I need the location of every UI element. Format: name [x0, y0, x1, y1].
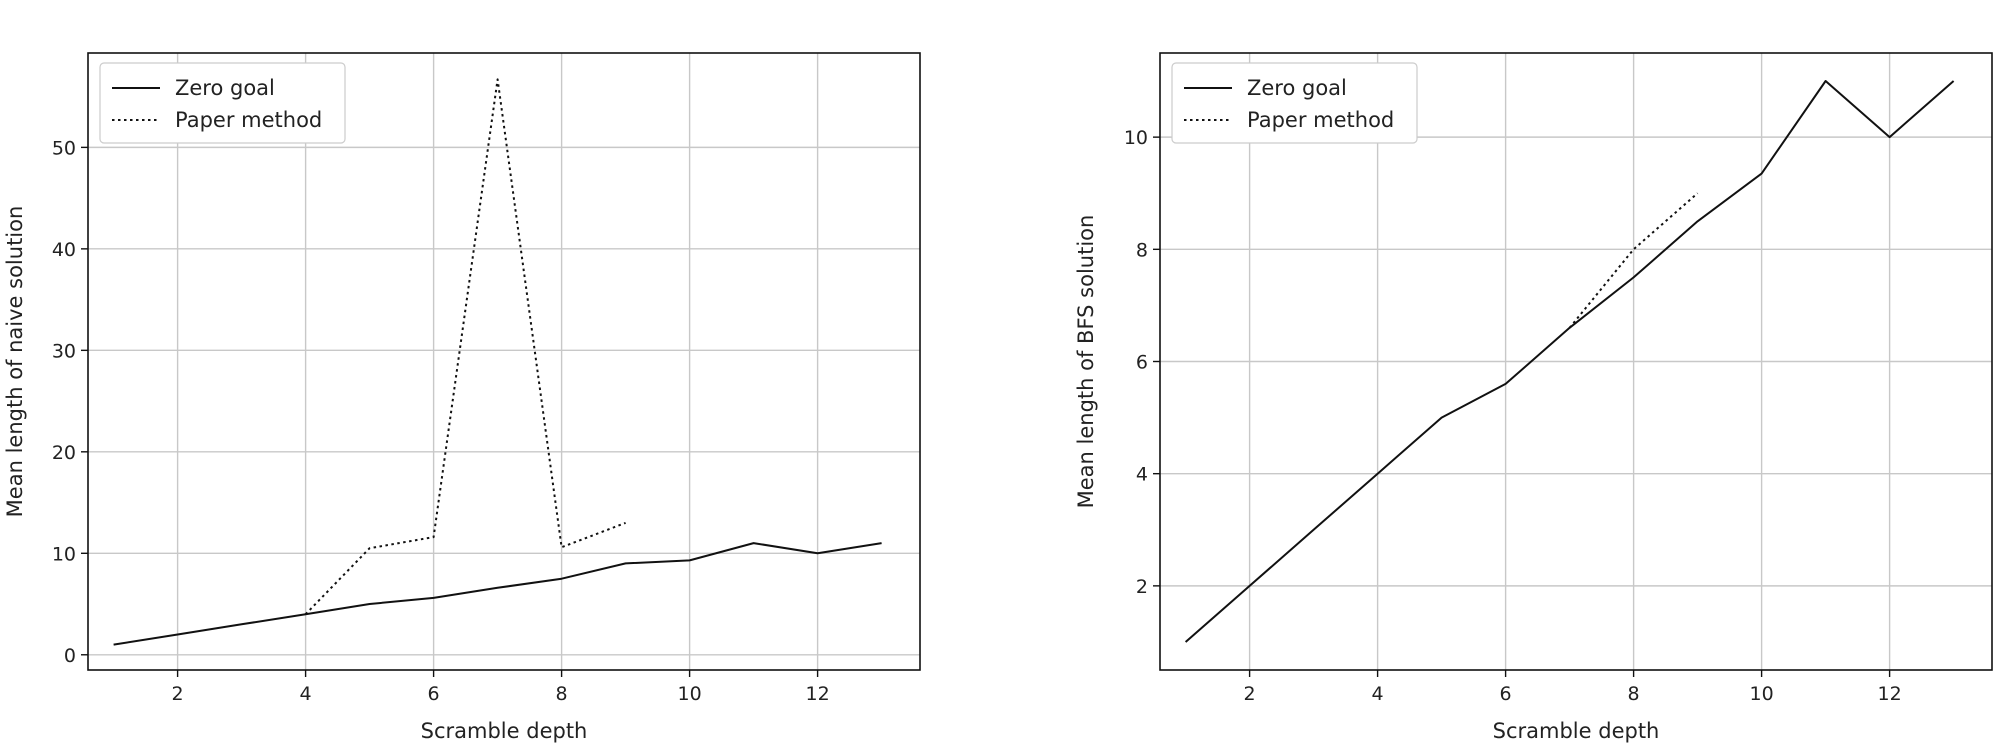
legend-box — [1171, 62, 1418, 144]
x-tick-label: 4 — [1372, 683, 1384, 705]
plot-area — [88, 53, 920, 670]
axes-frame — [87, 52, 921, 671]
y-axis-label: Mean length of naive solution — [3, 206, 27, 518]
x-tick-label: 10 — [1750, 683, 1774, 705]
y-tick-label: 20 — [52, 442, 76, 464]
x-tick-label: 8 — [1628, 683, 1640, 705]
y-tick-label: 10 — [52, 543, 76, 565]
axes-frame — [1159, 52, 1993, 671]
x-tick-label: 10 — [678, 683, 702, 705]
legend-label: Zero goal — [175, 76, 275, 100]
series-line-paper-method — [1568, 192, 1699, 329]
legend: Zero goal Paper method — [99, 62, 346, 144]
y-tick-label: 8 — [1136, 239, 1148, 261]
x-tick-label: 6 — [428, 683, 440, 705]
x-axis-label: Scramble depth — [421, 719, 588, 743]
x-tick-label: 2 — [172, 683, 184, 705]
y-tick-label: 4 — [1136, 464, 1148, 486]
x-tick-label: 12 — [806, 683, 830, 705]
legend-label: Zero goal — [1247, 76, 1347, 100]
chart-panel-right: 2 4 6 8 10 12 2 4 6 8 10 Scramble depth Mean length … — [1074, 52, 1993, 743]
x-tick-label: 6 — [1500, 683, 1512, 705]
legend-label: Paper method — [1247, 108, 1394, 132]
chart-panel-left: 2 4 6 8 10 12 0 10 20 30 40 50 Scramble depth Mean le… — [3, 52, 921, 743]
y-tick-label: 50 — [52, 137, 76, 159]
x-tick-label: 8 — [556, 683, 568, 705]
legend-box — [99, 62, 346, 144]
x-axis-label: Scramble depth — [1493, 719, 1660, 743]
y-tick-label: 10 — [1124, 127, 1148, 149]
y-tick-label: 6 — [1136, 352, 1148, 374]
x-tick-label: 12 — [1878, 683, 1902, 705]
legend-label: Paper method — [175, 108, 322, 132]
x-tick-label: 4 — [300, 683, 312, 705]
x-tick-label: 2 — [1244, 683, 1256, 705]
legend: Zero goal Paper method — [1171, 62, 1418, 144]
y-axis-label: Mean length of BFS solution — [1074, 215, 1098, 509]
y-tick-label: 30 — [52, 340, 76, 362]
y-tick-label: 0 — [64, 645, 76, 667]
y-tick-label: 2 — [1136, 576, 1148, 598]
y-tick-label: 40 — [52, 239, 76, 261]
series-line-zero-goal — [113, 542, 882, 646]
